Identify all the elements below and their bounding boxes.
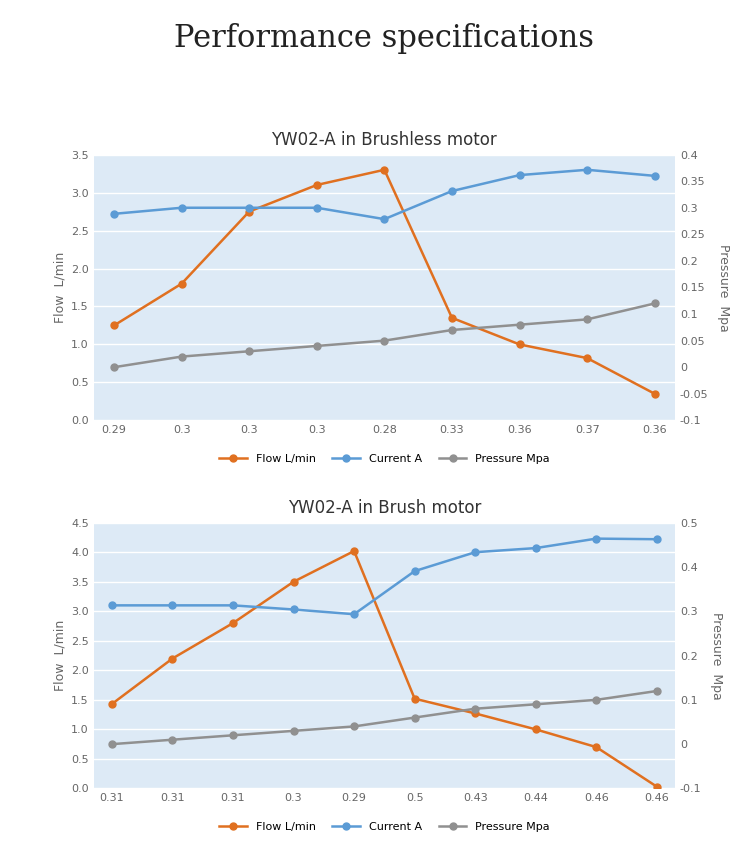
Flow L/min	[289, 577, 298, 587]
Current A	[289, 604, 298, 614]
Pressure Mpa	[244, 346, 254, 357]
Pressure Mpa	[592, 695, 601, 705]
Flow L/min	[531, 724, 540, 734]
Pressure Mpa	[380, 335, 388, 345]
Current A	[107, 600, 116, 610]
Current A	[448, 186, 457, 196]
Current A	[350, 609, 358, 620]
Line: Pressure Mpa: Pressure Mpa	[109, 687, 660, 747]
Line: Current A: Current A	[109, 535, 660, 618]
Pressure Mpa	[312, 341, 321, 351]
Flow L/min	[229, 618, 238, 628]
Pressure Mpa	[177, 351, 186, 362]
Current A	[410, 566, 419, 576]
Flow L/min	[380, 165, 388, 175]
Legend: Flow L/min, Current A, Pressure Mpa: Flow L/min, Current A, Pressure Mpa	[214, 449, 554, 468]
Flow L/min	[652, 782, 662, 792]
Pressure Mpa	[650, 298, 659, 309]
Flow L/min	[592, 742, 601, 752]
Current A	[515, 170, 524, 180]
Line: Current A: Current A	[110, 166, 658, 223]
Current A	[650, 171, 659, 181]
Current A	[531, 543, 540, 554]
Flow L/min	[410, 693, 419, 704]
Y-axis label: Flow  L/min: Flow L/min	[54, 252, 67, 323]
Y-axis label: Pressure  Mpa: Pressure Mpa	[710, 612, 723, 699]
Current A	[652, 534, 662, 544]
Current A	[471, 547, 480, 557]
Flow L/min	[650, 388, 659, 399]
Title: YW02-A in Brushless motor: YW02-A in Brushless motor	[272, 131, 497, 149]
Flow L/min	[244, 207, 254, 217]
Pressure Mpa	[448, 325, 457, 335]
Flow L/min	[471, 708, 480, 718]
Current A	[168, 600, 177, 610]
Flow L/min	[350, 546, 358, 556]
Flow L/min	[168, 653, 177, 663]
Line: Pressure Mpa: Pressure Mpa	[110, 300, 658, 371]
Pressure Mpa	[107, 739, 116, 749]
Y-axis label: Pressure  Mpa: Pressure Mpa	[717, 243, 730, 332]
Pressure Mpa	[110, 362, 118, 372]
Pressure Mpa	[229, 730, 238, 740]
Current A	[380, 214, 388, 225]
Pressure Mpa	[515, 320, 524, 330]
Current A	[177, 202, 186, 213]
Current A	[244, 202, 254, 213]
Current A	[583, 165, 592, 175]
Current A	[592, 534, 601, 544]
Pressure Mpa	[289, 726, 298, 736]
Pressure Mpa	[410, 712, 419, 722]
Flow L/min	[583, 353, 592, 363]
Line: Flow L/min: Flow L/min	[109, 548, 660, 790]
Current A	[229, 600, 238, 610]
Text: Performance specifications: Performance specifications	[174, 23, 594, 55]
Flow L/min	[177, 279, 186, 289]
Flow L/min	[312, 180, 321, 190]
Current A	[312, 202, 321, 213]
Pressure Mpa	[471, 704, 480, 714]
Current A	[110, 209, 118, 219]
Pressure Mpa	[531, 699, 540, 710]
Flow L/min	[107, 698, 116, 709]
Line: Flow L/min: Flow L/min	[110, 166, 658, 398]
Pressure Mpa	[168, 734, 177, 745]
Flow L/min	[110, 321, 118, 331]
Flow L/min	[448, 313, 457, 323]
Y-axis label: Flow  L/min: Flow L/min	[54, 620, 67, 692]
Pressure Mpa	[583, 315, 592, 325]
Legend: Flow L/min, Current A, Pressure Mpa: Flow L/min, Current A, Pressure Mpa	[214, 817, 554, 836]
Flow L/min	[515, 339, 524, 350]
Title: YW02-A in Brush motor: YW02-A in Brush motor	[288, 499, 481, 517]
Pressure Mpa	[652, 686, 662, 696]
Pressure Mpa	[350, 722, 358, 732]
